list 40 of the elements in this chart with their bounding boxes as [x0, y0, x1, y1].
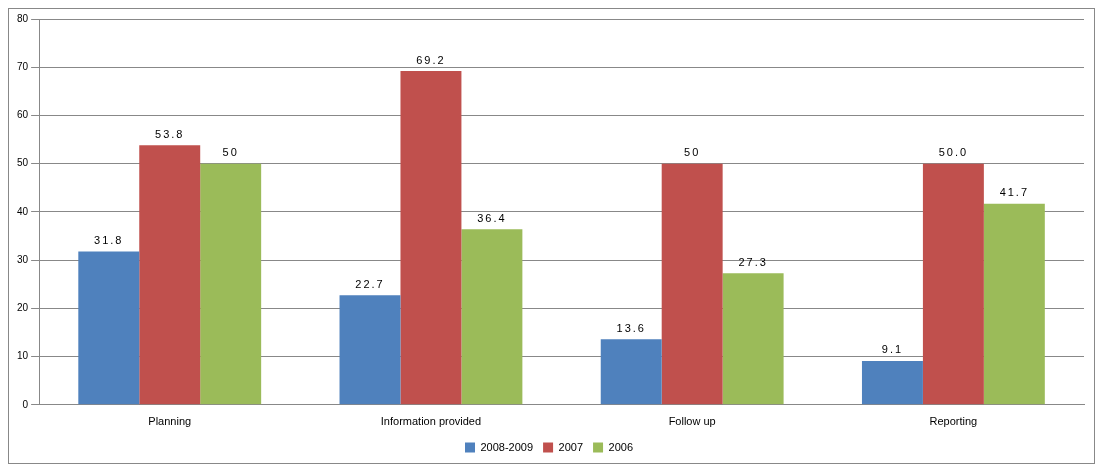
bar [922, 163, 984, 405]
y-tick-label: 0 [22, 398, 29, 410]
data-label: 50 [222, 146, 239, 159]
x-tick-label: Follow up [668, 415, 716, 428]
bar [400, 71, 462, 405]
data-label: 27.3 [738, 255, 768, 268]
bar [200, 163, 262, 405]
bar [722, 273, 784, 405]
x-tick-label: Planning [148, 415, 192, 428]
data-label: 69.2 [416, 53, 446, 66]
data-label: 53.8 [155, 127, 185, 140]
x-tick-label: Information provided [380, 415, 482, 428]
y-tick-label: 80 [17, 12, 29, 24]
y-tick-label: 50 [17, 157, 29, 169]
y-tick-label: 10 [17, 350, 29, 362]
legend-label: 2006 [608, 440, 634, 453]
data-label: 41.7 [999, 186, 1030, 199]
bar [139, 145, 201, 405]
legend-label: 2008-2009 [480, 440, 534, 453]
bar [461, 229, 523, 405]
legend-label: 2007 [558, 440, 584, 453]
bar [78, 251, 140, 405]
bar [861, 360, 923, 405]
data-label: 13.6 [616, 321, 646, 334]
data-label: 31.8 [94, 233, 124, 246]
data-label: 50 [684, 146, 701, 159]
y-tick-label: 40 [17, 205, 29, 217]
x-tick-label: Reporting [929, 415, 978, 428]
data-label: 36.4 [477, 211, 507, 224]
data-label: 50.0 [938, 146, 969, 159]
data-label: 22.7 [355, 277, 385, 290]
y-tick-label: 20 [17, 302, 29, 314]
bar [983, 203, 1045, 405]
bar [339, 295, 401, 405]
y-tick-label: 60 [17, 109, 29, 121]
y-tick-label: 70 [17, 60, 29, 72]
data-label: 9.1 [881, 343, 904, 356]
bar [661, 163, 723, 405]
bar [600, 339, 662, 405]
y-tick-label: 30 [17, 253, 29, 265]
